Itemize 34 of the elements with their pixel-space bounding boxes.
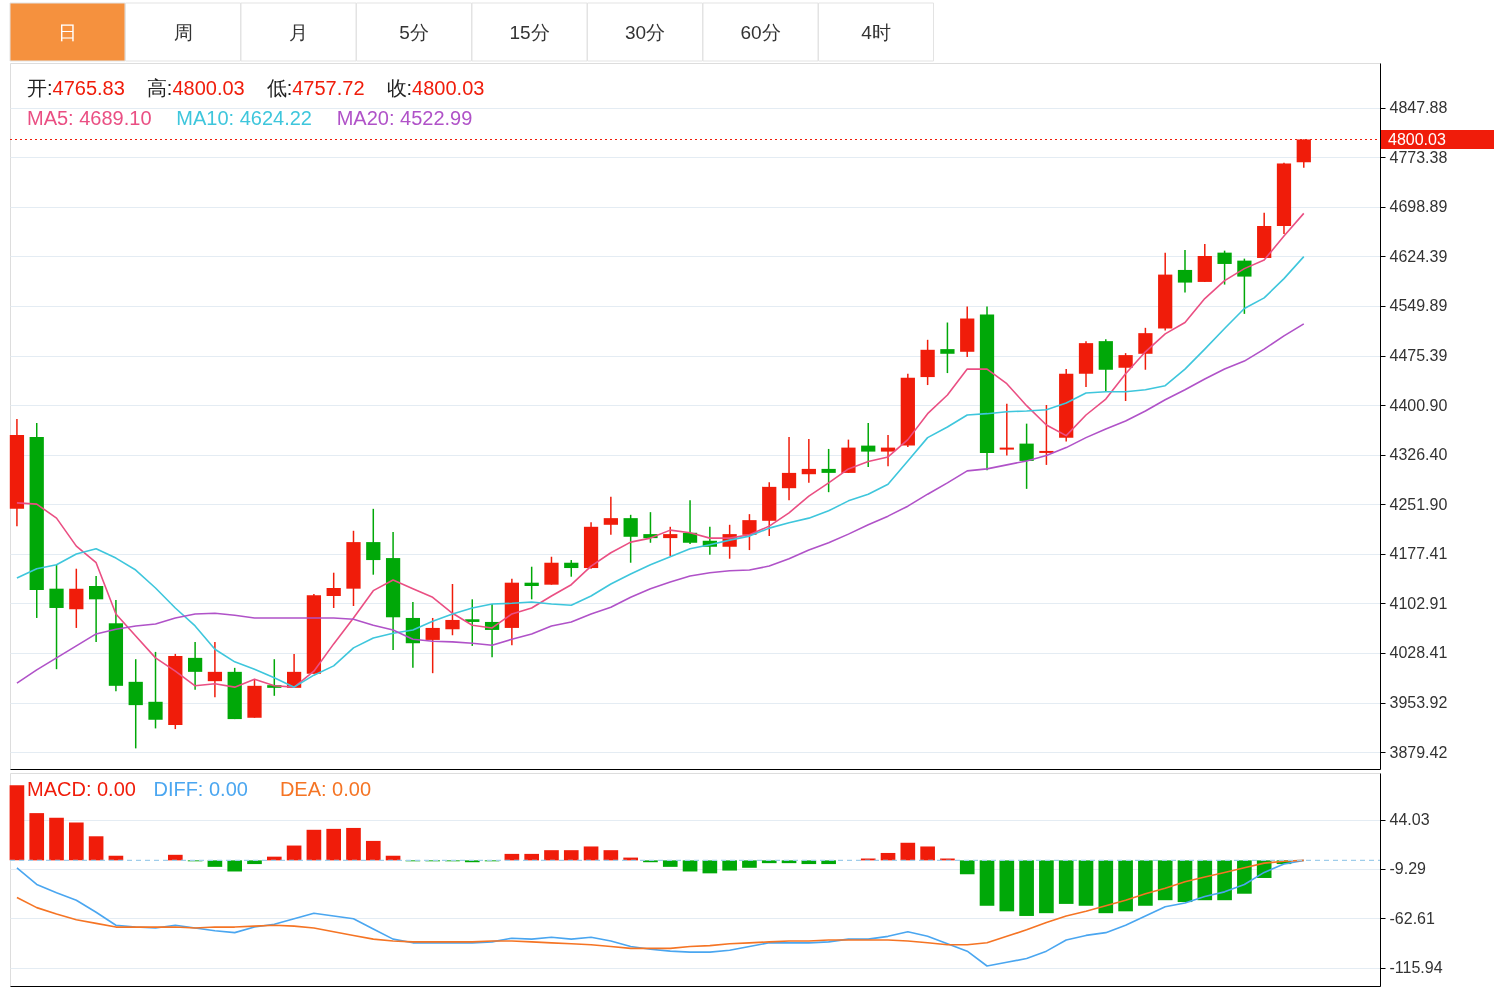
text: 日 [58,22,77,43]
y-tick-label: 4847.88 [1389,99,1448,117]
text: 4时 [861,22,891,43]
y-tick-label: 4177.41 [1389,545,1448,563]
y-tick-label: 4773.38 [1389,148,1448,166]
series-label: MACD: 0.00 [27,778,136,800]
y-tick-label: -62.61 [1389,909,1435,927]
text: DEA: 0.00 [279,778,372,800]
text: 60分 [740,22,781,43]
text: DIFF: 0.00 [153,778,248,800]
ref-line-label: 4800.03 [1388,130,1446,148]
y-tick-label: -9.29 [1389,860,1427,878]
text: 月 [289,22,308,43]
y-tick-label: 3879.42 [1389,743,1448,761]
text: 15分 [509,22,550,43]
y-tick-label: 4326.40 [1389,446,1448,464]
y-tick-label: 4251.90 [1389,495,1448,513]
text: 周 [173,22,193,43]
y-tick-label: 4549.89 [1389,297,1448,315]
text: 5分 [399,22,429,43]
text: MA20: 4522.99 [336,107,473,129]
y-tick-label: 44.03 [1389,811,1430,829]
text: MA10: 4624.22 [176,107,312,129]
y-tick-label: 4028.41 [1389,644,1448,662]
y-tick-label: 4102.91 [1389,594,1448,612]
y-tick-label: -115.94 [1389,959,1443,977]
y-tick-label: 4624.39 [1389,247,1448,265]
y-tick-label: 4400.90 [1389,396,1448,414]
text: MA5: 4689.10 [27,107,152,129]
text: 30分 [624,22,666,43]
y-tick-label: 4475.39 [1389,347,1448,365]
y-tick-label: 4698.89 [1389,198,1448,216]
text: 开:4765.83 高:4800.03 低:4757.72 收:4800.03 [27,77,485,99]
y-tick-label: 3953.92 [1389,694,1448,712]
